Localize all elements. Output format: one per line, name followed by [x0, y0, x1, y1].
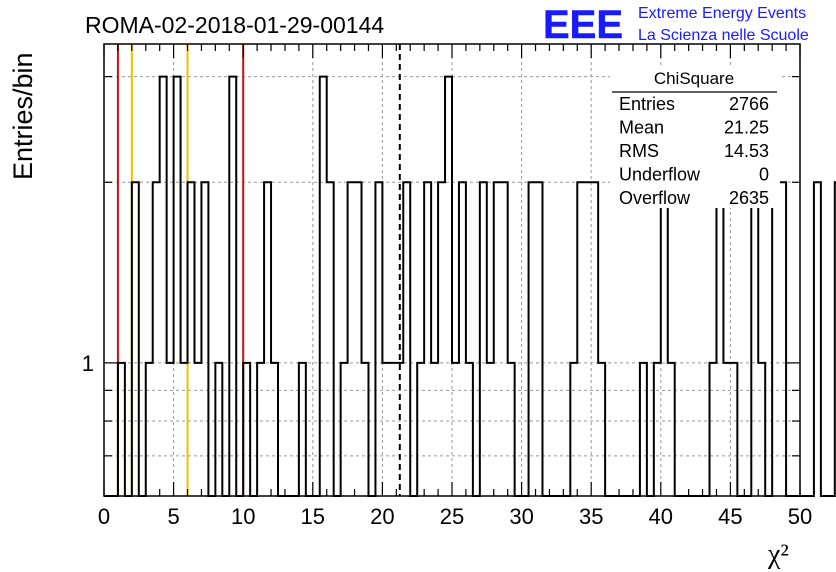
x-tick-label: 20 — [370, 504, 394, 529]
stats-row-label: Entries — [619, 94, 675, 114]
stats-row-value: 2635 — [729, 188, 769, 208]
stats-row-value: 21.25 — [724, 118, 769, 138]
logo-line-2: La Scienza nelle Scuole — [638, 27, 809, 44]
x-axis-label: χ² — [767, 539, 789, 570]
stats-row-label: RMS — [619, 141, 659, 161]
chart-title: ROMA-02-2018-01-29-00144 — [85, 12, 384, 38]
x-tick-label: 45 — [718, 504, 742, 529]
eee-logo: EEE — [543, 3, 623, 47]
stats-row-value: 14.53 — [724, 141, 769, 161]
x-tick-label: 40 — [649, 504, 673, 529]
axes: 0 5 10 15 20 25 30 35 40 45 50 1 — [82, 43, 812, 529]
x-tick-label: 5 — [167, 504, 179, 529]
stats-box-title: ChiSquare — [654, 69, 734, 88]
y-axis-label: Entries/bin — [8, 52, 38, 180]
stats-row-label: Underflow — [619, 165, 701, 185]
stats-row-value: 2766 — [729, 94, 769, 114]
x-tick-label: 10 — [231, 504, 255, 529]
stats-box: ChiSquare Entries 2766 Mean 21.25 RMS 14.53 Un… — [610, 66, 780, 208]
stats-rows: Entries 2766 Mean 21.25 RMS 14.53 Underflow 0 Ov… — [619, 94, 769, 208]
stats-row-label: Mean — [619, 118, 664, 138]
x-tick-label: 50 — [788, 504, 812, 529]
x-tick-label: 25 — [440, 504, 464, 529]
y-tick-label: 1 — [82, 351, 94, 376]
x-tick-label: 35 — [579, 504, 603, 529]
stats-box-background — [610, 66, 780, 208]
x-tick-label: 30 — [509, 504, 533, 529]
stats-row-label: Overflow — [619, 188, 691, 208]
stats-row-value: 0 — [759, 165, 769, 185]
x-tick-label: 15 — [301, 504, 325, 529]
x-tick-label: 0 — [98, 504, 110, 529]
logo-line-1: Extreme Energy Events — [638, 5, 806, 22]
